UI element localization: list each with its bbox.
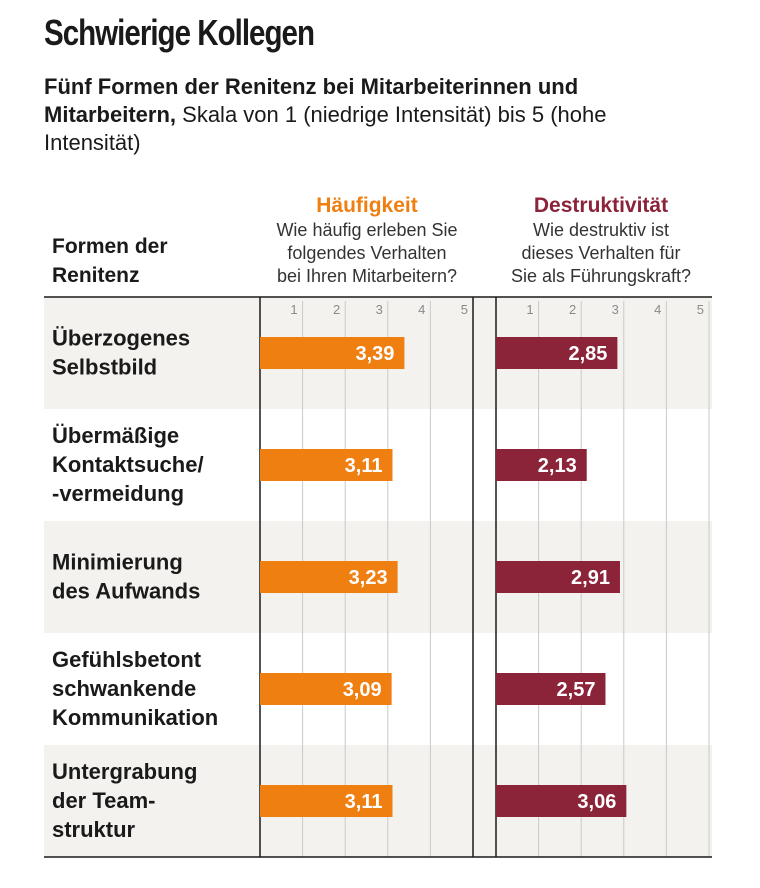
data-label: 3,11 [345,791,383,813]
tick-label: 1 [526,302,533,317]
tick-label: 1 [290,302,297,317]
bar-destruktivitaet [496,785,627,817]
series-question: dieses Verhalten für [521,243,680,263]
subtitle-rest: Skala von 1 (niedrige Intensität) bis 5 … [44,102,607,155]
bar-destruktivitaet [496,561,620,593]
row-label: -vermeidung [52,481,184,506]
series-question: Wie häufig erleben Sie [276,220,457,240]
tick-label: 3 [612,302,619,317]
tick-label: 3 [376,302,383,317]
row-label: Selbstbild [52,355,157,380]
series-question: Sie als Führungskraft? [511,266,691,286]
tick-label: 5 [461,302,468,317]
row-label: schwankende [52,676,196,701]
row-label: Gefühlsbetont [52,647,202,672]
data-label: 2,57 [557,679,596,701]
data-label: 3,06 [577,791,616,813]
row-label: Überzogenes [52,326,190,351]
row-label: Übermäßige [52,423,179,448]
row-label: Kontaktsuche/ [52,452,204,477]
row-label: struktur [52,817,136,842]
bar-haeufigkeit [260,449,393,481]
row-header-label: Formen der [52,235,168,258]
bar-haeufigkeit [260,673,392,705]
tick-label: 2 [569,302,576,317]
data-label: 3,39 [355,343,394,365]
bar-haeufigkeit [260,561,398,593]
series-title: Destruktivität [534,194,668,217]
tick-label: 4 [654,302,661,317]
row-header-label: Renitenz [52,264,140,287]
data-label: 2,13 [538,455,577,477]
row-label: Minimierung [52,550,183,575]
data-label: 3,23 [349,567,388,589]
bar-haeufigkeit [260,785,393,817]
bar-destruktivitaet [496,337,618,369]
series-question: bei Ihren Mitarbeitern? [277,266,457,286]
series-question: folgendes Verhalten [287,243,446,263]
row-label: Untergrabung [52,759,197,784]
tick-label: 2 [333,302,340,317]
bar-destruktivitaet [496,449,587,481]
bar-haeufigkeit [260,337,405,369]
data-label: 3,11 [345,455,383,477]
series-question: Wie destruktiv ist [533,220,669,240]
tick-label: 5 [697,302,704,317]
chart-subtitle: Fünf Formen der Renitenz bei Mitarbeiter… [44,73,684,157]
row-label: der Team- [52,788,156,813]
chart-title: Schwierige Kollegen [44,12,315,53]
row-label: des Aufwands [52,579,200,604]
data-label: 3,09 [343,679,382,701]
row-label: Kommunikation [52,705,218,730]
series-title: Häufigkeit [316,194,418,217]
data-label: 2,85 [568,343,607,365]
bar-destruktivitaet [496,673,606,705]
subtitle-bold: Fünf Formen der Renitenz bei Mitarbeiter… [44,74,579,127]
data-label: 2,91 [571,567,610,589]
tick-label: 4 [418,302,425,317]
